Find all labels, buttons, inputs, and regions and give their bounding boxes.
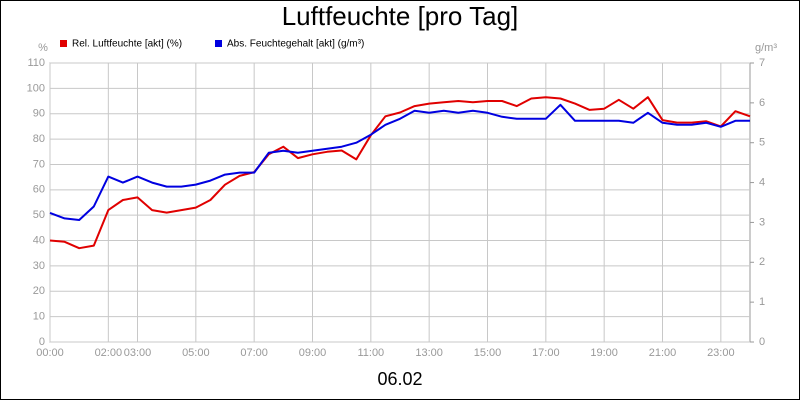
series-line xyxy=(49,103,750,221)
y-axis-label: % xyxy=(38,42,48,54)
y2-tick-label: 5 xyxy=(759,137,765,149)
y2-tick-label: 2 xyxy=(759,256,765,268)
series-line xyxy=(49,96,751,250)
x-tick-label: 02:00 xyxy=(95,347,123,359)
x-tick-label: 13:00 xyxy=(415,347,443,359)
y2-axis-label: g/m³ xyxy=(755,42,777,54)
y2-tick-label: 3 xyxy=(759,216,765,228)
x-tick-label: 00:00 xyxy=(36,347,64,359)
chart-title: Luftfeuchte [pro Tag] xyxy=(282,1,519,31)
y2-tick-label: 0 xyxy=(759,336,765,348)
y-tick-label: 60 xyxy=(33,184,45,196)
x-axis-label: 06.02 xyxy=(377,369,422,389)
x-tick-label: 07:00 xyxy=(240,347,268,359)
x-tick-label: 19:00 xyxy=(590,347,618,359)
y-tick-label: 30 xyxy=(33,260,45,272)
y-tick-label: 110 xyxy=(27,57,45,69)
y2-tick-label: 1 xyxy=(759,296,765,308)
x-tick-label: 03:00 xyxy=(124,347,152,359)
y2-tick-label: 6 xyxy=(759,97,765,109)
x-tick-label: 09:00 xyxy=(299,347,327,359)
plot-area xyxy=(49,62,751,343)
y2-tick-label: 7 xyxy=(759,57,765,69)
y-tick-label: 90 xyxy=(33,108,45,120)
x-tick-label: 11:00 xyxy=(357,347,384,359)
x-tick-label: 15:00 xyxy=(474,347,502,359)
x-tick-label: 05:00 xyxy=(182,347,210,359)
legend-swatch xyxy=(215,40,222,47)
legend-label: Abs. Feuchtegehalt [akt] (g/m³) xyxy=(227,39,364,50)
y-tick-label: 70 xyxy=(33,158,45,170)
y-tick-label: 100 xyxy=(27,82,45,94)
legend-label: Rel. Luftfeuchte [akt] (%) xyxy=(72,39,182,50)
x-tick-label: 21:00 xyxy=(649,347,677,359)
legend-swatch xyxy=(60,40,67,47)
x-tick-label: 23:00 xyxy=(707,347,735,359)
y-tick-label: 20 xyxy=(33,285,45,297)
y-tick-label: 40 xyxy=(33,234,45,246)
y-tick-label: 10 xyxy=(33,311,45,323)
y-tick-label: 0 xyxy=(39,336,45,348)
y-tick-label: 80 xyxy=(33,133,45,145)
y-tick-label: 50 xyxy=(33,209,45,221)
x-tick-label: 17:00 xyxy=(532,347,560,359)
y2-tick-label: 4 xyxy=(759,176,765,188)
